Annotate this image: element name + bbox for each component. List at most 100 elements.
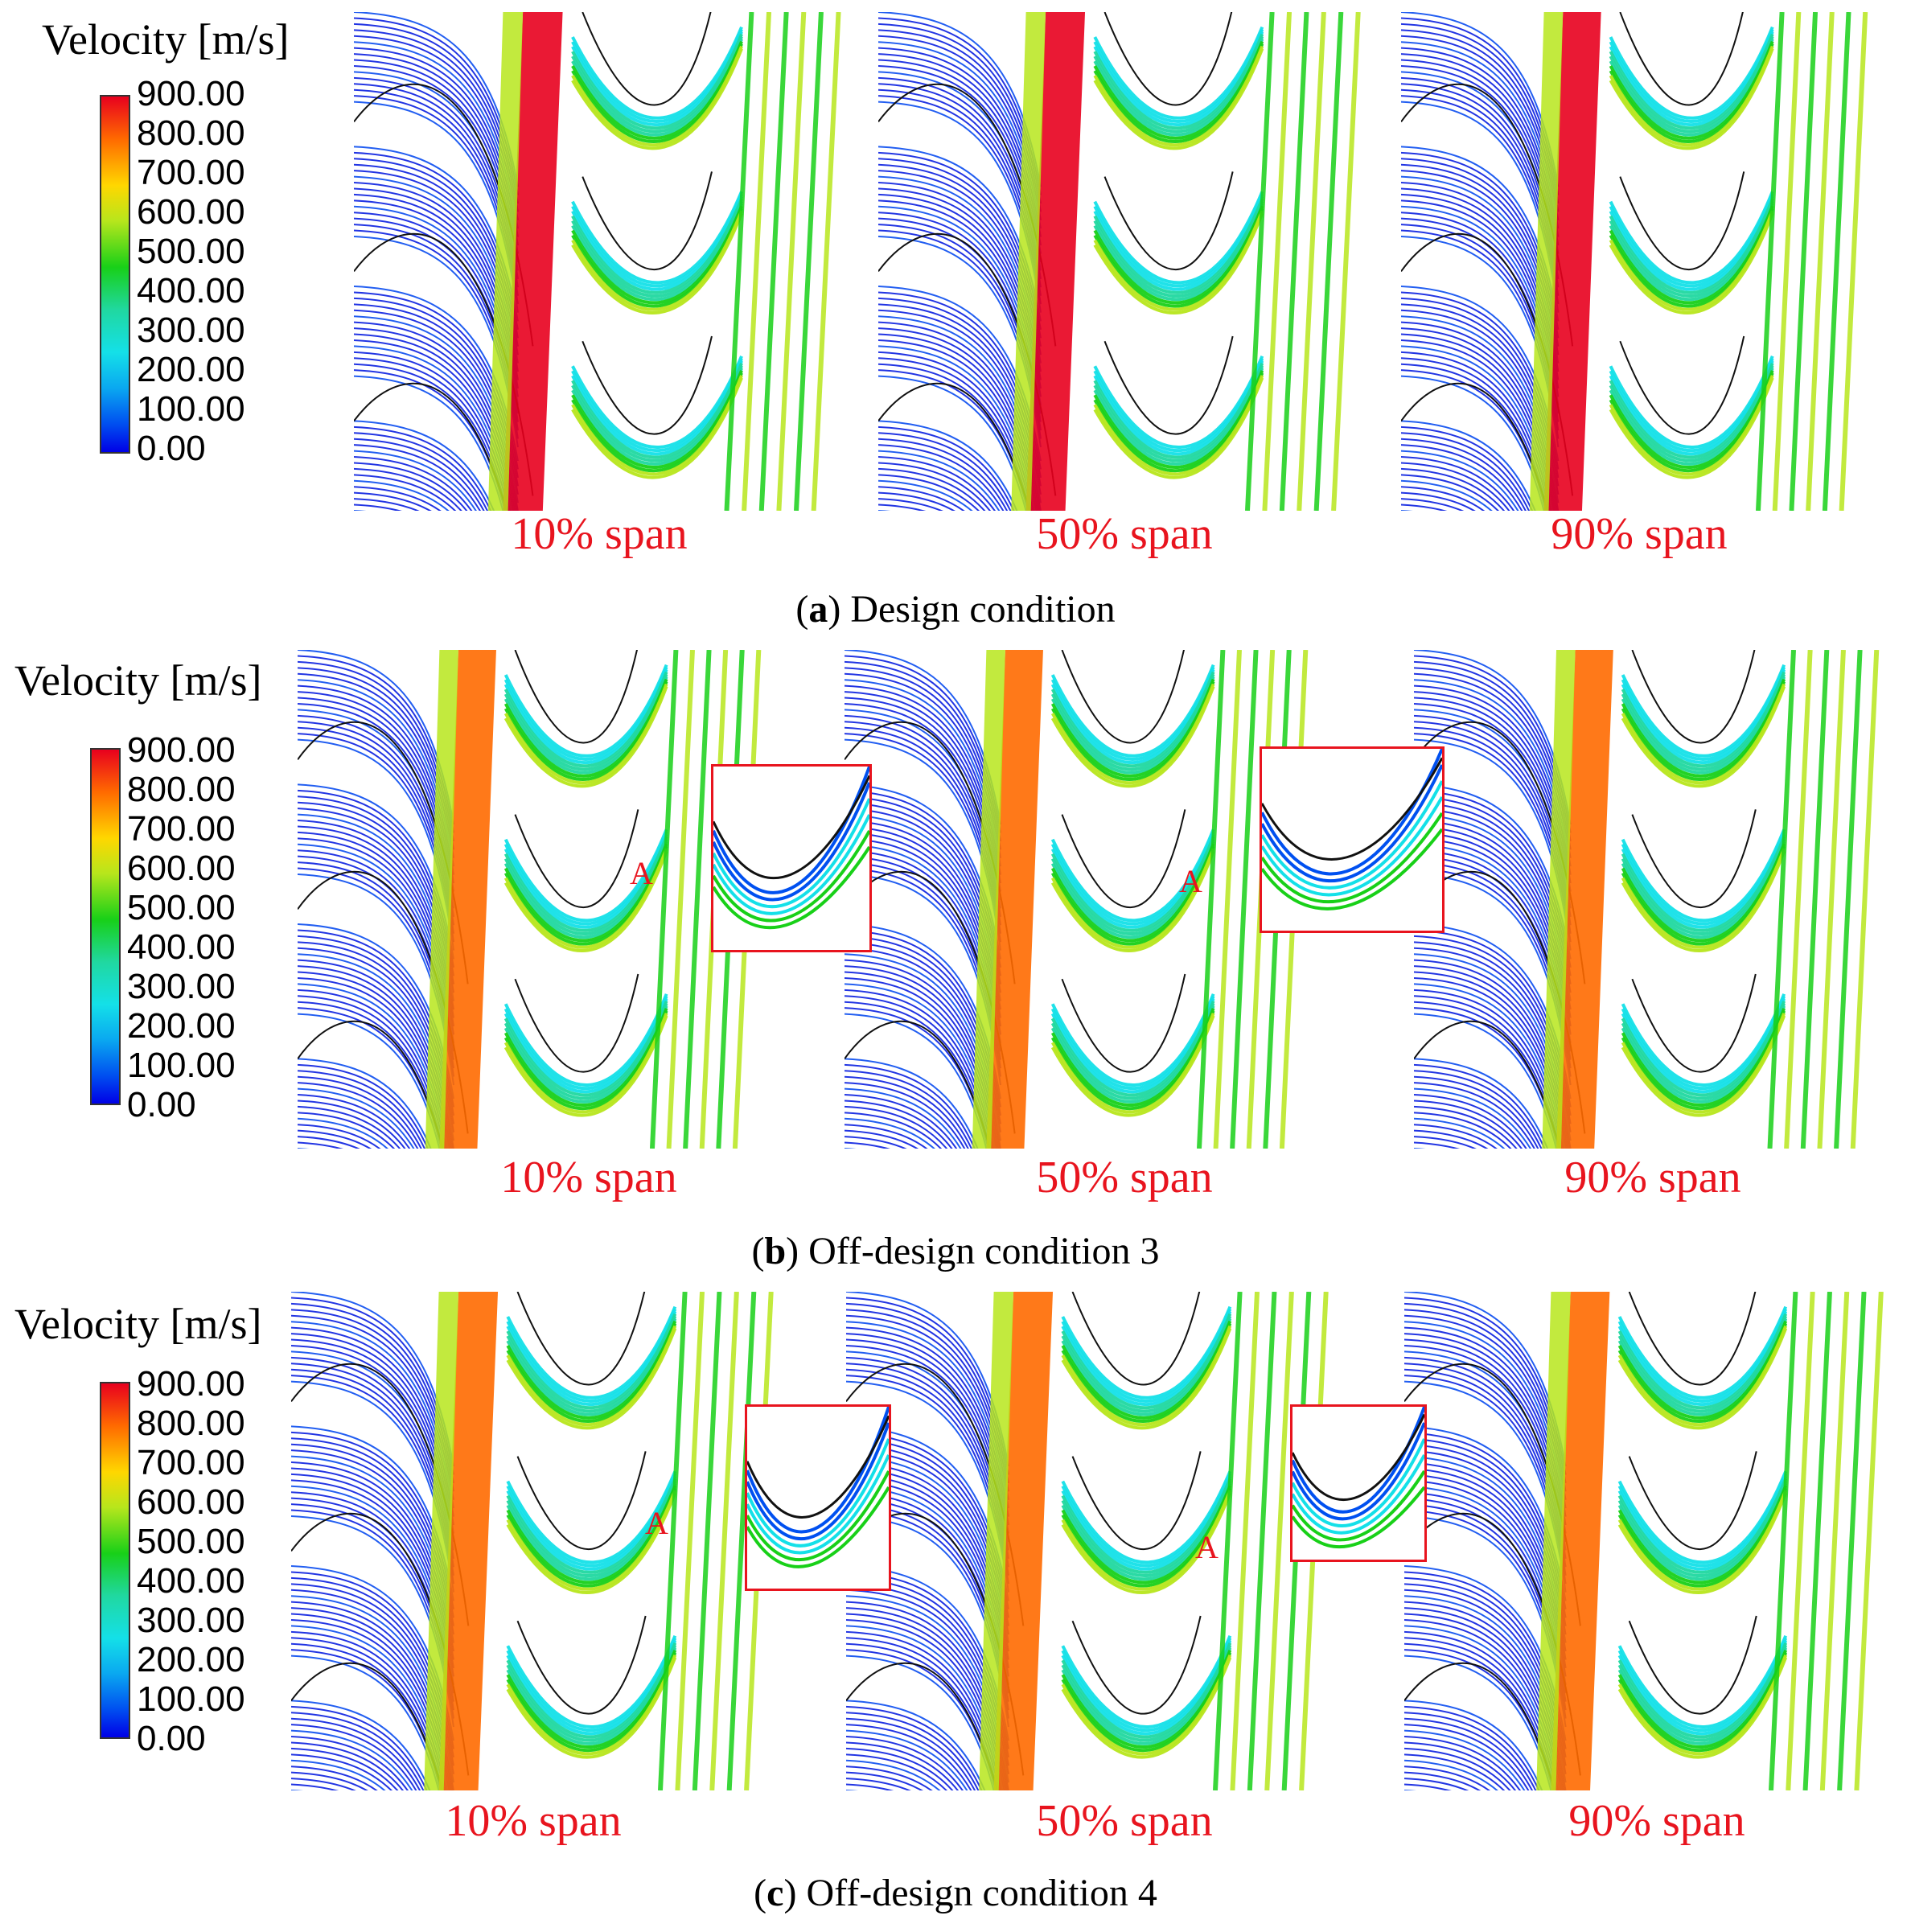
outlet-streamline <box>1789 12 1819 511</box>
zoom-inset-b-10 <box>711 764 872 952</box>
tick-label: 100.00 <box>137 389 245 429</box>
streamline <box>291 1649 442 1790</box>
streamline <box>1404 1333 1567 1526</box>
tick-label: 200.00 <box>137 350 245 389</box>
zoom-inset-b-50 <box>1260 746 1445 933</box>
outlet-streamline <box>1756 12 1785 511</box>
tick-label: 0.00 <box>137 429 206 468</box>
tick-label: 900.00 <box>127 730 236 770</box>
streamline <box>846 1724 972 1790</box>
outlet-streamline <box>794 12 824 511</box>
tick-label: 200.00 <box>137 1640 245 1679</box>
streamline <box>713 782 869 902</box>
tick-label: 700.00 <box>127 809 236 849</box>
streamline-plot <box>291 1292 774 1790</box>
streamline <box>1401 504 1448 511</box>
rotor-blade-outline <box>514 973 639 1073</box>
span-label-b-90: 90% span <box>1564 1153 1741 1202</box>
streamline <box>354 498 420 511</box>
streamline <box>1404 1717 1533 1790</box>
colorbar-a <box>100 95 130 454</box>
streamline <box>354 53 519 246</box>
streamline <box>354 474 457 511</box>
streamline <box>845 1070 972 1149</box>
streamline <box>1414 1141 1461 1149</box>
streamline <box>1404 1655 1552 1790</box>
streamline <box>1401 438 1527 511</box>
streamline-plot <box>1404 1292 1884 1790</box>
streamline <box>878 498 943 511</box>
tick-label: 800.00 <box>137 1404 245 1443</box>
streamline <box>298 1112 395 1149</box>
streamline <box>846 1736 964 1790</box>
rotor-blade-outline <box>582 335 713 435</box>
tick-label: 900.00 <box>137 74 245 113</box>
streamline <box>291 1747 399 1790</box>
streamline <box>298 1082 419 1149</box>
outlet-streamline <box>675 1292 705 1790</box>
streamline <box>845 1105 948 1149</box>
streamline <box>878 53 1042 246</box>
streamline <box>503 1015 668 1117</box>
streamline <box>506 1327 677 1430</box>
streamline <box>1292 1470 1424 1542</box>
transition-band <box>1011 12 1046 511</box>
outlet-streamline <box>683 650 712 1149</box>
streamline <box>845 1087 962 1149</box>
rotor-blade-outline <box>1061 973 1186 1073</box>
streamline <box>291 1736 409 1790</box>
outlet-streamline <box>1213 650 1242 1149</box>
streamline <box>846 1771 923 1790</box>
streamline <box>298 1124 381 1149</box>
cfd-image-c-10 <box>291 1292 783 1790</box>
streamline <box>1401 444 1523 511</box>
cfd-image-b-50 <box>845 650 1317 1149</box>
rotor-blade-outline <box>1071 1451 1202 1551</box>
tick-label: 400.00 <box>137 1561 245 1601</box>
streamline <box>845 1112 942 1149</box>
streamline <box>1414 1124 1498 1149</box>
streamline <box>354 375 504 511</box>
streamline <box>878 444 1005 511</box>
tick-label: 700.00 <box>137 153 245 192</box>
tick-label: 800.00 <box>127 770 236 809</box>
streamline <box>298 1105 401 1149</box>
rotor-blade-outline <box>516 1615 647 1715</box>
streamline <box>1404 1747 1511 1790</box>
streamline <box>1404 1729 1526 1790</box>
streamline <box>1050 1015 1215 1117</box>
streamline <box>291 1759 386 1790</box>
streamline <box>845 1075 969 1149</box>
streamline <box>1414 1105 1518 1149</box>
streamline <box>1401 467 1506 511</box>
streamline <box>1617 1327 1788 1430</box>
blade-outline <box>1292 1413 1424 1502</box>
stator-blade-outline <box>878 382 1030 511</box>
streamline <box>845 1094 958 1149</box>
outlet-streamline <box>758 12 789 511</box>
streamline <box>878 425 1015 511</box>
cfd-image-c-50 <box>846 1292 1338 1790</box>
outlet-streamline <box>726 1292 757 1790</box>
streamline <box>291 1321 454 1509</box>
streamline <box>291 1724 417 1790</box>
streamline <box>747 1470 889 1562</box>
streamline <box>1262 764 1442 883</box>
streamline <box>747 1438 889 1548</box>
rotor-blade-outline <box>1631 809 1757 909</box>
outlet-streamline <box>1279 12 1309 511</box>
outlet-streamline <box>1802 1292 1832 1790</box>
outlet-streamline <box>1822 12 1851 511</box>
streamline <box>1414 1070 1543 1149</box>
region-marker-c-10: A <box>645 1505 668 1541</box>
streamline <box>354 486 442 511</box>
outlet-streamline <box>1769 1292 1798 1790</box>
streamline <box>1093 212 1264 314</box>
streamline <box>1414 1112 1512 1149</box>
zoom-inset-c-50 <box>1290 1404 1427 1562</box>
streamline <box>1401 425 1533 511</box>
streamline <box>1401 369 1547 511</box>
rotor-blade-outline <box>1628 1292 1757 1386</box>
streamline <box>1609 47 1774 150</box>
streamline <box>291 1712 425 1790</box>
